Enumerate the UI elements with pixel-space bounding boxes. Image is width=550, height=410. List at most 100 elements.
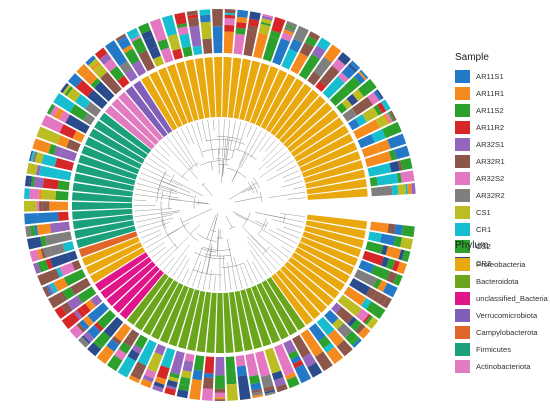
abundance-segment: [149, 18, 167, 42]
abundance-segment: [200, 21, 212, 40]
abundance-segment: [64, 86, 73, 97]
abundance-segment: [388, 149, 397, 161]
abundance-segment: [109, 65, 125, 82]
abundance-segment: [94, 47, 108, 60]
phylum-wedge: [75, 163, 136, 186]
phylum-wedge: [291, 252, 345, 292]
tree-branch: [181, 162, 199, 178]
abundance-segment: [245, 353, 259, 377]
tree-branch: [197, 233, 217, 242]
tree-branch: [238, 127, 258, 165]
abundance-segment: [293, 25, 309, 44]
abundance-segment: [118, 342, 132, 355]
tree-branch: [162, 194, 179, 199]
tree-branch: [159, 186, 194, 198]
abundance-segment: [411, 183, 416, 194]
abundance-segment: [292, 334, 311, 358]
abundance-segment: [398, 249, 405, 261]
abundance-segment: [326, 346, 344, 365]
abundance-segment: [284, 372, 297, 381]
phylum-wedge: [72, 201, 133, 210]
abundance-segment: [131, 37, 147, 55]
tree-branch: [227, 167, 247, 179]
phylum-legend-title: Phylum: [455, 240, 489, 251]
abundance-segment: [251, 388, 263, 394]
tree-branch: [250, 132, 267, 159]
abundance-segment: [262, 13, 274, 19]
tree-branch: [194, 201, 208, 204]
abundance-segment: [178, 383, 190, 392]
phylum-wedge: [85, 137, 142, 169]
abundance-segment: [49, 243, 66, 257]
abundance-segment: [168, 376, 179, 383]
abundance-segment: [327, 329, 345, 347]
phylum-wedge: [105, 105, 155, 150]
abundance-segment: [81, 335, 91, 345]
abundance-segment: [76, 322, 86, 333]
abundance-segment: [360, 297, 372, 310]
abundance-segment: [346, 93, 359, 106]
abundance-segment: [261, 18, 273, 25]
abundance-segment: [389, 160, 400, 173]
abundance-segment: [186, 10, 198, 16]
abundance-segment: [24, 188, 30, 200]
abundance-segment: [65, 114, 90, 134]
tree-branch: [251, 181, 258, 194]
tree-branch: [250, 235, 281, 267]
abundance-segment: [263, 385, 275, 393]
abundance-segment: [57, 135, 70, 148]
abundance-segment: [103, 58, 118, 72]
abundance-segment: [261, 15, 273, 21]
legend-item-ar11r1: AR11R1: [455, 85, 547, 102]
legend-label: CS1: [476, 208, 491, 217]
tree-branch: [225, 119, 231, 158]
abundance-segment: [348, 118, 360, 131]
abundance-segment: [85, 101, 102, 117]
phylum-legend: Phylum Proteobacteria Bacteroidota uncla…: [455, 240, 548, 375]
abundance-segment: [59, 110, 70, 123]
abundance-segment: [187, 17, 200, 28]
tree-branch: [140, 229, 161, 239]
abundance-segment: [76, 307, 86, 318]
tree-branch: [217, 228, 220, 257]
abundance-segment: [182, 360, 194, 372]
abundance-segment: [39, 201, 43, 212]
tree-branch: [205, 139, 246, 145]
abundance-segment: [307, 362, 323, 378]
abundance-segment: [377, 102, 387, 114]
abundance-segment: [33, 176, 45, 188]
abundance-segment: [90, 78, 101, 89]
abundance-segment: [331, 302, 342, 314]
legend-label: Campylobacterota: [476, 328, 538, 337]
abundance-segment: [30, 150, 35, 162]
phylum-wedge: [134, 276, 174, 331]
phylum-wedge: [187, 290, 206, 351]
abundance-segment: [262, 36, 279, 62]
abundance-segment: [337, 72, 349, 83]
tree-branch: [230, 120, 236, 150]
legend-item-cs2: CS2: [455, 238, 547, 255]
abundance-segment: [249, 11, 261, 21]
abundance-segment: [176, 23, 188, 29]
abundance-segment: [83, 331, 95, 343]
tree-branch: [247, 236, 277, 271]
phylum-wedge: [127, 273, 169, 326]
tree-branch: [147, 157, 166, 170]
tree-branch: [255, 212, 285, 219]
abundance-segment: [127, 349, 140, 362]
legend-item-ar11s2: AR11S2: [455, 102, 547, 119]
phylum-wedge: [270, 83, 312, 136]
abundance-segment: [90, 294, 103, 307]
phylum-wedge: [229, 291, 244, 353]
abundance-segment: [349, 62, 359, 71]
phylum-wedge: [78, 154, 138, 180]
tree-branch: [240, 266, 248, 287]
phylum-wedge: [119, 269, 164, 320]
legend-item-cr1: CR1: [455, 221, 547, 238]
tree-branch: [276, 160, 294, 172]
abundance-segment: [336, 306, 354, 324]
phylum-wedge: [72, 182, 134, 197]
sample-legend-items: AR11S1 AR11R1 AR11S2 AR11R2 AR32S1 AR32R…: [455, 68, 547, 272]
abundance-segment: [94, 81, 115, 102]
abundance-segment: [364, 315, 373, 326]
